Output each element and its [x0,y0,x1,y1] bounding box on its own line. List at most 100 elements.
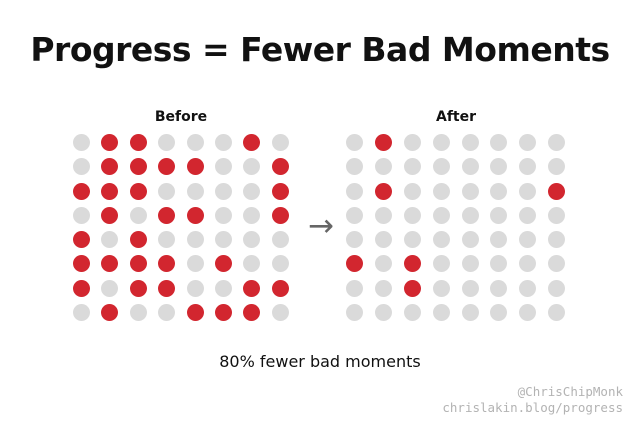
good-moment-dot [432,182,450,200]
good-moment-dot [374,231,392,249]
caption: 80% fewer bad moments [219,352,421,371]
good-moment-dot [158,134,176,151]
good-moment-dot [73,134,90,151]
bad-moment-dot [214,255,232,273]
good-moment-dot [490,304,508,322]
after-label: After [435,109,477,125]
bad-moment-dot [129,134,147,151]
good-moment-dot [374,158,392,176]
good-moment-dot [73,206,90,224]
bad-moment-dot [548,182,566,200]
good-moment-dot [374,255,392,273]
bad-moment-dot [214,304,232,322]
good-moment-dot [432,134,450,151]
good-moment-dot [432,206,450,224]
bad-moment-dot [73,255,90,273]
good-moment-dot [548,304,566,322]
good-moment-dot [432,279,450,297]
good-moment-dot [214,231,232,249]
good-moment-dot [548,206,566,224]
good-moment-dot [461,279,479,297]
good-moment-dot [490,206,508,224]
good-moment-dot [214,206,232,224]
good-moment-dot [461,158,479,176]
bad-moment-dot [129,158,147,176]
good-moment-dot [129,206,147,224]
good-moment-dot [129,304,147,322]
bad-moment-dot [129,255,147,273]
page-title: Progress = Fewer Bad Moments [30,30,610,69]
bad-moment-dot [271,206,289,224]
good-moment-dot [403,231,421,249]
bad-moment-dot [101,158,119,176]
good-moment-dot [158,304,176,322]
good-moment-dot [403,134,421,151]
attribution: @ChrisChipMonk chrislakin.blog/progress [442,384,623,416]
good-moment-dot [519,206,537,224]
bad-moment-dot [158,206,176,224]
good-moment-dot [519,182,537,200]
attribution-url: chrislakin.blog/progress [442,400,623,415]
bad-moment-dot [101,182,119,200]
good-moment-dot [519,279,537,297]
bad-moment-dot [186,158,204,176]
bad-moment-dot [243,279,261,297]
bad-moment-dot [101,134,119,151]
good-moment-dot [374,206,392,224]
good-moment-dot [403,304,421,322]
before-dot-grid [73,134,289,322]
good-moment-dot [403,158,421,176]
good-moment-dot [214,158,232,176]
good-moment-dot [490,158,508,176]
bad-moment-dot [403,279,421,297]
bad-moment-dot [73,231,90,249]
bad-moment-dot [73,279,90,297]
bad-moment-dot [186,206,204,224]
good-moment-dot [461,255,479,273]
good-moment-dot [346,279,363,297]
good-moment-dot [490,255,508,273]
good-moment-dot [374,279,392,297]
good-moment-dot [214,134,232,151]
good-moment-dot [158,182,176,200]
good-moment-dot [461,304,479,322]
good-moment-dot [214,182,232,200]
bad-moment-dot [243,134,261,151]
good-moment-dot [271,134,289,151]
bad-moment-dot [129,279,147,297]
good-moment-dot [186,231,204,249]
good-moment-dot [519,255,537,273]
good-moment-dot [432,231,450,249]
good-moment-dot [548,279,566,297]
good-moment-dot [490,182,508,200]
good-moment-dot [490,134,508,151]
good-moment-dot [461,231,479,249]
good-moment-dot [519,231,537,249]
right-arrow-icon: → [308,208,334,244]
bad-moment-dot [158,279,176,297]
good-moment-dot [432,304,450,322]
good-moment-dot [548,134,566,151]
bad-moment-dot [403,255,421,273]
good-moment-dot [73,304,90,322]
good-moment-dot [374,304,392,322]
bad-moment-dot [129,182,147,200]
after-dot-grid [346,134,566,322]
good-moment-dot [101,231,119,249]
bad-moment-dot [158,158,176,176]
bad-moment-dot [374,182,392,200]
good-moment-dot [548,231,566,249]
bad-moment-dot [101,206,119,224]
bad-moment-dot [186,304,204,322]
good-moment-dot [548,158,566,176]
bad-moment-dot [158,255,176,273]
good-moment-dot [243,158,261,176]
bad-moment-dot [346,255,363,273]
good-moment-dot [186,182,204,200]
good-moment-dot [519,134,537,151]
attribution-handle: @ChrisChipMonk [517,384,623,399]
good-moment-dot [461,206,479,224]
good-moment-dot [346,134,363,151]
good-moment-dot [186,134,204,151]
